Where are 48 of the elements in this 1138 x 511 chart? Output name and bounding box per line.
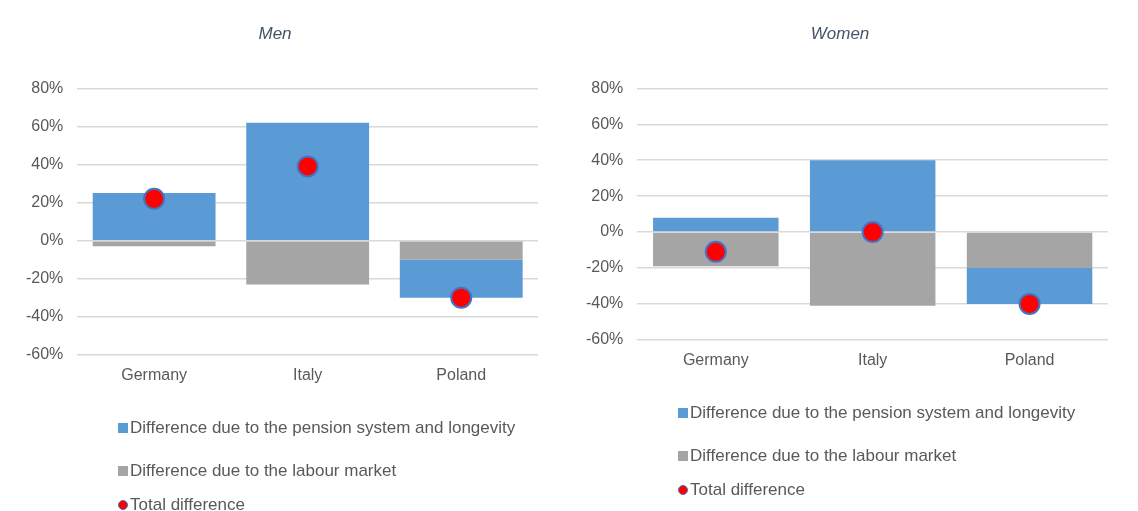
bar <box>809 232 936 306</box>
y-tick-label: -40% <box>585 294 624 312</box>
y-tick-label: 20% <box>31 192 64 210</box>
point <box>450 286 473 309</box>
y-tick-label: -60% <box>585 330 624 348</box>
x-tick-label: Poland <box>436 365 487 383</box>
bar <box>246 122 370 240</box>
legend-label: Difference due to the labour market <box>130 460 397 481</box>
y-tick-label: 60% <box>591 114 624 132</box>
bar <box>92 193 216 240</box>
y-tick-label: 40% <box>31 154 64 172</box>
y-tick-label: 0% <box>600 222 624 240</box>
point <box>861 221 884 244</box>
point <box>296 155 319 178</box>
bar <box>653 217 779 232</box>
chart-title: Men <box>258 23 292 43</box>
y-tick-label: 80% <box>591 78 624 96</box>
legend-label: Total difference <box>130 495 245 511</box>
chart-title: Women <box>810 23 870 43</box>
y-tick-label: -60% <box>25 345 64 363</box>
point <box>143 187 166 210</box>
bar <box>653 232 779 267</box>
x-tick-label: Germany <box>121 365 188 383</box>
x-tick-label: Italy <box>858 350 888 368</box>
bar <box>92 241 216 247</box>
legend-label: Difference due to the pension system and longevity <box>690 402 1076 423</box>
bar <box>966 267 1093 304</box>
y-tick-label: -20% <box>25 269 64 287</box>
x-tick-label: Germany <box>682 350 749 368</box>
y-tick-label: 0% <box>40 231 64 249</box>
y-tick-label: 40% <box>591 150 624 168</box>
x-tick-label: Poland <box>1004 350 1055 368</box>
bar <box>399 241 523 260</box>
legend-label: Total difference <box>690 480 805 500</box>
y-tick-label: 60% <box>31 116 64 134</box>
bar <box>809 160 936 232</box>
bar <box>399 259 523 298</box>
bar <box>246 241 370 285</box>
point <box>1018 292 1041 315</box>
y-tick-label: -20% <box>585 258 624 276</box>
bar <box>966 232 1093 268</box>
point <box>704 240 727 263</box>
y-tick-label: -40% <box>25 307 64 325</box>
y-tick-label: 20% <box>591 186 624 204</box>
legend-label: Difference due to the pension system and longevity <box>130 417 516 438</box>
y-tick-label: 80% <box>31 78 64 96</box>
x-tick-label: Italy <box>293 365 323 383</box>
legend-label: Difference due to the labour market <box>690 445 957 466</box>
